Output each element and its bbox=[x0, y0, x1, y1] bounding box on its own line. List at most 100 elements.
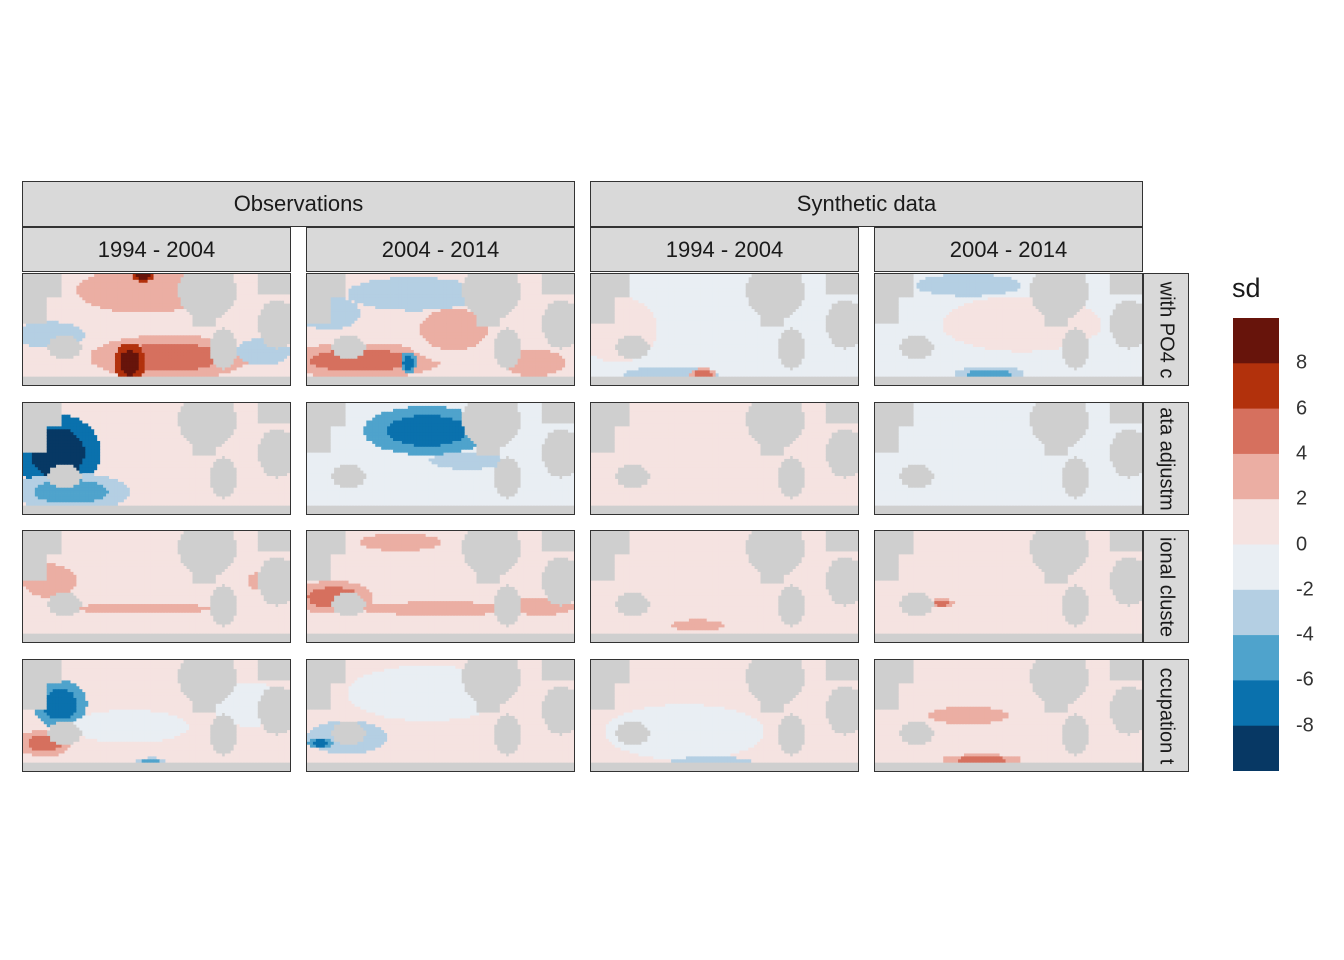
heat-cell bbox=[168, 300, 172, 304]
heat-cell bbox=[517, 317, 521, 322]
heat-cell bbox=[168, 326, 172, 330]
heat-cell bbox=[559, 294, 563, 298]
heat-cell bbox=[449, 282, 453, 287]
heat-cell bbox=[165, 370, 169, 374]
heat-cell bbox=[428, 314, 432, 319]
heat-cell bbox=[70, 373, 74, 377]
heat-cell bbox=[434, 344, 438, 348]
heat-cell bbox=[126, 326, 131, 330]
heat-cell bbox=[455, 274, 459, 278]
heat-cell bbox=[52, 300, 57, 304]
heat-cell bbox=[55, 303, 59, 307]
heat-cell bbox=[324, 329, 329, 333]
heat-cell bbox=[97, 314, 101, 319]
heat-cell bbox=[114, 300, 119, 304]
heat-cell bbox=[236, 338, 240, 342]
heat-cell bbox=[653, 276, 657, 281]
heat-cell bbox=[514, 364, 519, 368]
heat-cell bbox=[52, 320, 57, 325]
heat-cell bbox=[662, 276, 666, 281]
heat-cell bbox=[100, 338, 104, 342]
heat-cell bbox=[366, 297, 370, 301]
heat-cell bbox=[251, 329, 255, 333]
heat-cell bbox=[641, 288, 645, 292]
heat-cell bbox=[680, 297, 684, 301]
heat-cell bbox=[360, 276, 364, 281]
heat-cell bbox=[315, 347, 320, 351]
heat-cell bbox=[372, 276, 376, 281]
heat-cell bbox=[396, 326, 400, 330]
heat-cell bbox=[697, 294, 702, 298]
heat-cell bbox=[437, 329, 441, 333]
heat-cell bbox=[384, 344, 388, 348]
heat-cell bbox=[203, 329, 208, 333]
heat-cell bbox=[680, 279, 684, 284]
heat-cell bbox=[449, 367, 453, 371]
heat-cell bbox=[129, 300, 134, 304]
heat-cell bbox=[239, 349, 243, 354]
heat-cell bbox=[31, 358, 36, 363]
heat-cell bbox=[571, 344, 574, 348]
heat-cell bbox=[40, 335, 45, 339]
heat-cell bbox=[266, 294, 270, 298]
heat-cell bbox=[171, 358, 175, 363]
heat-cell bbox=[159, 326, 163, 330]
heat-cell bbox=[156, 335, 160, 339]
heat-cell bbox=[114, 294, 119, 298]
heat-cell bbox=[147, 276, 151, 281]
heat-cell bbox=[413, 300, 418, 304]
heat-cell bbox=[186, 314, 190, 319]
heat-cell bbox=[221, 373, 226, 377]
heat-cell bbox=[452, 294, 456, 298]
heat-cell bbox=[117, 332, 122, 336]
heat-cell bbox=[422, 294, 427, 298]
heat-cell bbox=[638, 282, 642, 287]
heat-cell bbox=[275, 358, 279, 363]
heat-cell bbox=[248, 282, 252, 287]
heat-cell bbox=[94, 323, 98, 327]
heat-cell bbox=[233, 323, 237, 327]
heat-cell bbox=[150, 361, 154, 365]
heat-cell bbox=[183, 311, 187, 316]
heat-cell bbox=[254, 311, 258, 316]
heat-cell bbox=[473, 367, 477, 371]
heat-cell bbox=[61, 294, 65, 298]
heat-cell bbox=[736, 282, 740, 287]
heat-cell bbox=[629, 279, 633, 284]
heat-cell bbox=[677, 285, 681, 289]
heat-cell bbox=[535, 311, 539, 316]
heat-cell bbox=[198, 326, 202, 330]
heat-cell bbox=[156, 291, 160, 295]
heat-cell bbox=[37, 361, 42, 365]
heat-cell bbox=[363, 282, 367, 287]
heat-cell bbox=[396, 282, 400, 287]
heat-cell bbox=[357, 364, 361, 368]
heat-cell bbox=[82, 358, 86, 363]
heat-cell bbox=[192, 344, 196, 348]
heat-cell bbox=[351, 320, 355, 325]
heat-cell bbox=[568, 297, 572, 301]
heat-cell bbox=[58, 300, 62, 304]
heat-cell bbox=[94, 335, 98, 339]
heat-cell bbox=[25, 347, 30, 351]
heat-cell bbox=[650, 291, 654, 295]
heat-cell bbox=[407, 317, 412, 322]
heat-cell bbox=[215, 323, 220, 327]
heat-cell bbox=[147, 311, 151, 316]
heat-cell bbox=[159, 373, 163, 377]
heat-cell bbox=[816, 282, 820, 287]
heat-cell bbox=[680, 274, 684, 278]
heat-cell bbox=[242, 300, 246, 304]
heat-cell bbox=[487, 338, 492, 342]
heat-cell bbox=[309, 355, 314, 360]
heat-cell bbox=[485, 367, 489, 371]
heat-cell bbox=[260, 358, 264, 363]
heat-cell bbox=[165, 317, 169, 322]
heat-cell bbox=[568, 347, 572, 351]
heat-cell bbox=[168, 367, 172, 371]
heat-cell bbox=[360, 367, 364, 371]
heat-cell bbox=[192, 355, 196, 360]
heat-cell bbox=[455, 335, 459, 339]
heat-cell bbox=[112, 317, 116, 322]
heat-cell bbox=[123, 364, 128, 368]
